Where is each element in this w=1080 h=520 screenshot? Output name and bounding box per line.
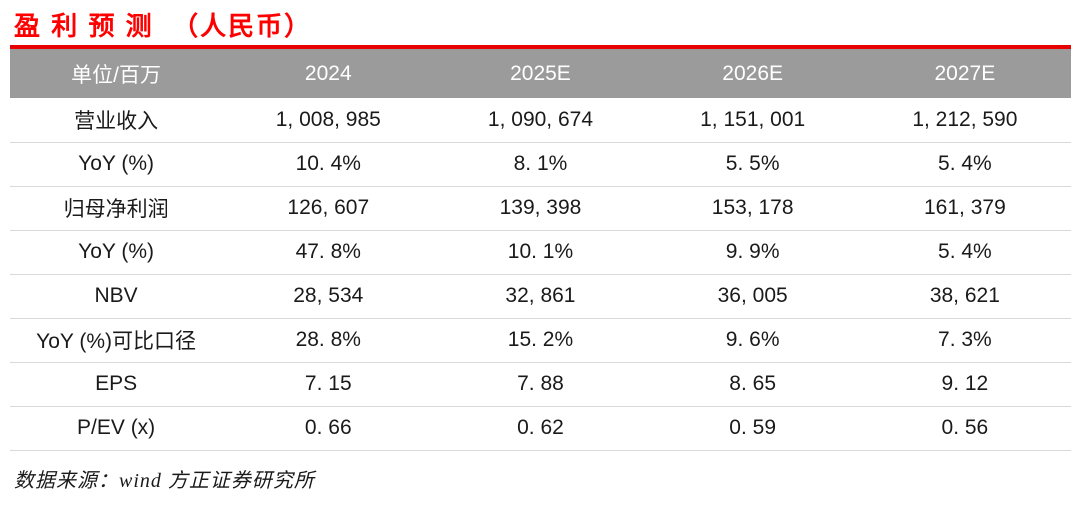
table-row-nbv: NBV 28, 534 32, 861 36, 005 38, 621 bbox=[10, 274, 1071, 319]
cell-value: 9. 12 bbox=[858, 362, 1071, 407]
cell-value: 0. 66 bbox=[222, 406, 435, 451]
cell-value: 7. 88 bbox=[434, 362, 647, 407]
header-cell-unit: 单位/百万 bbox=[10, 47, 223, 98]
cell-value: 1, 151, 001 bbox=[646, 98, 859, 143]
cell-value: 0. 56 bbox=[858, 406, 1071, 451]
row-label: YoY (%) bbox=[10, 142, 223, 187]
cell-value: 9. 9% bbox=[646, 230, 859, 275]
cell-value: 5. 4% bbox=[858, 142, 1071, 187]
cell-value: 32, 861 bbox=[434, 274, 647, 319]
cell-value: 1, 008, 985 bbox=[222, 98, 435, 143]
cell-value: 47. 8% bbox=[222, 230, 435, 275]
table-row-nbv-yoy-comparable: YoY (%)可比口径 28. 8% 15. 2% 9. 6% 7. 3% bbox=[10, 318, 1071, 363]
cell-value: 38, 621 bbox=[858, 274, 1071, 319]
table-row-pev: P/EV (x) 0. 66 0. 62 0. 59 0. 56 bbox=[10, 406, 1071, 451]
header-cell-2025e: 2025E bbox=[434, 47, 647, 98]
cell-value: 0. 62 bbox=[434, 406, 647, 451]
cell-value: 1, 090, 674 bbox=[434, 98, 647, 143]
header-cell-2024: 2024 bbox=[222, 47, 435, 98]
row-label: 归母净利润 bbox=[10, 186, 223, 231]
row-label: YoY (%) bbox=[10, 230, 223, 275]
row-label: NBV bbox=[10, 274, 223, 319]
row-label: EPS bbox=[10, 362, 223, 407]
cell-value: 7. 15 bbox=[222, 362, 435, 407]
cell-value: 0. 59 bbox=[646, 406, 859, 451]
cell-value: 139, 398 bbox=[434, 186, 647, 231]
row-label: P/EV (x) bbox=[10, 406, 223, 451]
cell-value: 126, 607 bbox=[222, 186, 435, 231]
header-cell-2026e: 2026E bbox=[646, 47, 859, 98]
table-row-eps: EPS 7. 15 7. 88 8. 65 9. 12 bbox=[10, 362, 1071, 407]
table-row-revenue-yoy: YoY (%) 10. 4% 8. 1% 5. 5% 5. 4% bbox=[10, 142, 1071, 187]
table-row-net-profit-yoy: YoY (%) 47. 8% 10. 1% 9. 9% 5. 4% bbox=[10, 230, 1071, 275]
cell-value: 7. 3% bbox=[858, 318, 1071, 363]
profit-forecast-table: 单位/百万 2024 2025E 2026E 2027E 营业收入 1, 008… bbox=[10, 45, 1071, 451]
table-row-net-profit: 归母净利润 126, 607 139, 398 153, 178 161, 37… bbox=[10, 186, 1071, 231]
header-cell-2027e: 2027E bbox=[858, 47, 1071, 98]
table-header-row: 单位/百万 2024 2025E 2026E 2027E bbox=[10, 47, 1071, 98]
cell-value: 5. 4% bbox=[858, 230, 1071, 275]
cell-value: 161, 379 bbox=[858, 186, 1071, 231]
cell-value: 10. 1% bbox=[434, 230, 647, 275]
cell-value: 28, 534 bbox=[222, 274, 435, 319]
cell-value: 10. 4% bbox=[222, 142, 435, 187]
data-source-note: 数据来源：wind 方正证券研究所 bbox=[14, 470, 315, 492]
cell-value: 15. 2% bbox=[434, 318, 647, 363]
cell-value: 1, 212, 590 bbox=[858, 98, 1071, 143]
cell-value: 9. 6% bbox=[646, 318, 859, 363]
cell-value: 8. 1% bbox=[434, 142, 647, 187]
cell-value: 5. 5% bbox=[646, 142, 859, 187]
cell-value: 36, 005 bbox=[646, 274, 859, 319]
cell-value: 153, 178 bbox=[646, 186, 859, 231]
row-label: YoY (%)可比口径 bbox=[10, 318, 223, 363]
cell-value: 28. 8% bbox=[222, 318, 435, 363]
page-title: 盈 利 预 测 （人民币） bbox=[14, 11, 313, 41]
row-label: 营业收入 bbox=[10, 98, 223, 143]
cell-value: 8. 65 bbox=[646, 362, 859, 407]
table-row-revenue: 营业收入 1, 008, 985 1, 090, 674 1, 151, 001… bbox=[10, 98, 1071, 143]
